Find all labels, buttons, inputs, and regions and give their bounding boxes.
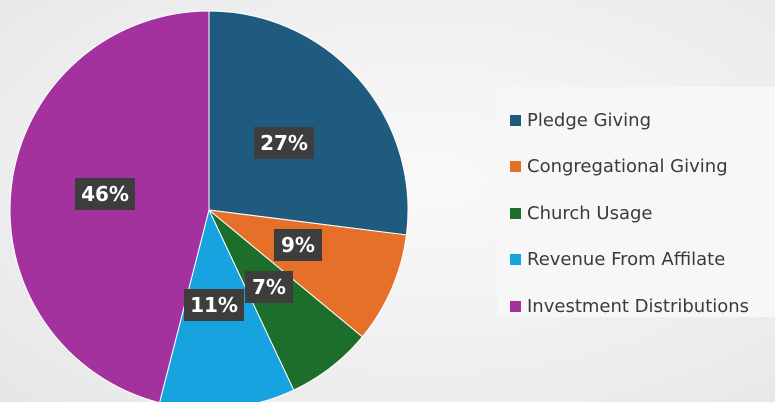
legend-item: Church Usage — [510, 190, 775, 237]
legend-swatch — [510, 254, 521, 266]
slice-label-text: 46% — [81, 182, 129, 206]
legend: Pledge Giving Congregational Giving Church… — [497, 87, 775, 317]
slice-label-text: 9% — [281, 233, 315, 257]
legend-item: Investment Distributions — [510, 283, 775, 330]
pie-slice-congregational-giving — [207, 209, 407, 338]
legend-item: Pledge Giving — [510, 97, 775, 144]
legend-swatch — [510, 300, 521, 312]
slice-label-pledge-giving: 27% — [254, 127, 314, 159]
slice-label-revenue-from-affilate: 11% — [184, 289, 244, 321]
legend-swatch — [510, 161, 521, 173]
slice-label-box — [274, 229, 322, 261]
slice-label-text: 7% — [252, 275, 286, 299]
pie-slice-labels: 27% 9% 7% 11% 46% — [75, 127, 322, 321]
legend-item: Revenue From Affilate — [510, 237, 775, 284]
legend-item: Congregational Giving — [510, 144, 775, 191]
slice-label-box — [245, 271, 293, 303]
slice-label-text: 11% — [190, 293, 238, 317]
slice-label-box — [184, 289, 244, 321]
legend-label: Church Usage — [527, 202, 653, 224]
legend-label: Investment Distributions — [527, 295, 750, 317]
legend-swatch — [510, 207, 521, 219]
slice-label-congregational-giving: 9% — [274, 229, 322, 261]
pie-slices — [9, 10, 409, 402]
slice-label-investment-distributions: 46% — [75, 178, 135, 210]
slice-label-church-usage: 7% — [245, 271, 293, 303]
slice-label-box — [75, 178, 135, 210]
slice-label-text: 27% — [260, 131, 308, 155]
legend-label: Congregational Giving — [527, 156, 728, 178]
legend-label: Revenue From Affilate — [527, 249, 726, 271]
pie-slice-pledge-giving — [208, 10, 409, 236]
legend-swatch — [510, 114, 521, 126]
legend-label: Pledge Giving — [527, 109, 652, 131]
slice-label-box — [254, 127, 314, 159]
